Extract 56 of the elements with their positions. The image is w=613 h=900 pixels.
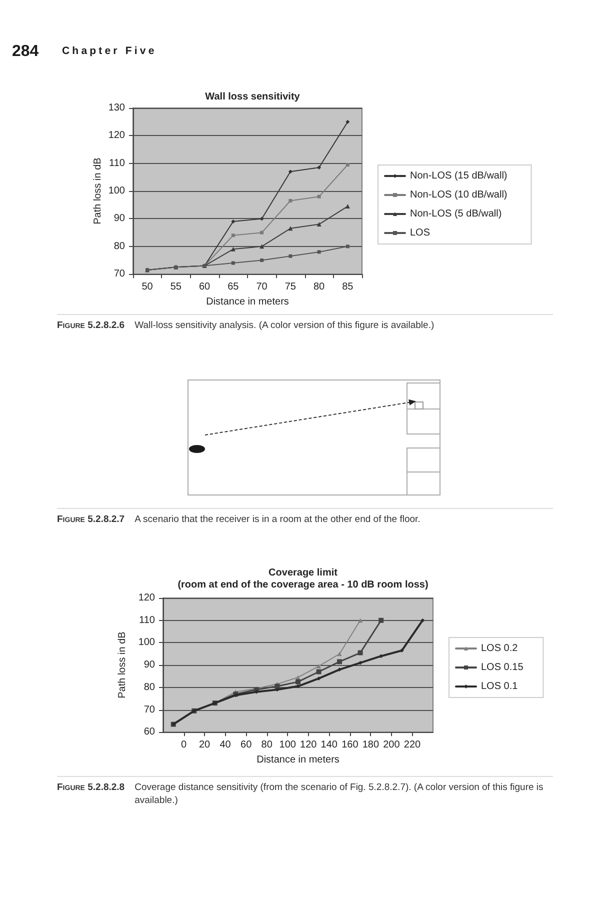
x-tick-label: 40: [220, 740, 232, 751]
y-tick-label: 100: [138, 637, 156, 648]
x-tick-label: 65: [228, 282, 240, 293]
x-tick-label: 0: [180, 740, 187, 751]
text: A scenario that the receiver is in a room at the other end of the floor.: [134, 513, 422, 526]
chart-title: Wall loss sensitivity: [205, 92, 300, 102]
x-tick-label: 200: [383, 740, 400, 751]
legend-label: Non-LOS (10 dB/wall): [410, 190, 508, 200]
text: Chapter Five: [62, 45, 157, 58]
y-axis-title: Path loss in dB: [92, 157, 104, 224]
y-tick-label: 70: [114, 268, 126, 280]
x-tick-label: 100: [279, 740, 296, 751]
x-tick-label: 55: [170, 282, 182, 293]
x-tick-label: 60: [240, 740, 252, 751]
x-tick-label: 75: [284, 282, 296, 293]
caption: Figure 5.2.8.2.6: [57, 319, 125, 332]
x-tick-label: 160: [342, 740, 359, 751]
x-tick-label: 80: [314, 282, 326, 293]
x-tick-label: 85: [342, 282, 354, 293]
y-tick-label: 130: [108, 102, 126, 114]
caption: Figure 5.2.8.2.8: [57, 781, 125, 794]
y-axis-title: Path loss in dB: [116, 631, 128, 698]
y-tick-label: 90: [114, 213, 126, 224]
y-tick-label: 80: [114, 240, 126, 252]
x-tick-label: 140: [320, 740, 338, 751]
text: 284: [12, 43, 39, 61]
y-tick-label: 120: [138, 592, 156, 604]
legend-label: LOS 0.15: [481, 662, 524, 673]
chart-subtitle: (room at end of the coverage area - 10 dB room loss): [178, 580, 428, 590]
legend-label: Non-LOS (15 dB/wall): [410, 170, 508, 182]
y-tick-label: 90: [144, 660, 156, 671]
x-tick-label: 220: [404, 740, 422, 751]
x-tick-label: 180: [362, 740, 380, 751]
y-tick-label: 60: [144, 726, 156, 738]
x-tick-label: 60: [199, 282, 211, 293]
x-axis-title: Distance in meters: [256, 754, 340, 766]
y-tick-label: 110: [139, 614, 156, 626]
y-tick-label: 70: [144, 704, 156, 716]
x-tick-label: 50: [142, 282, 154, 293]
y-tick-label: 120: [108, 130, 126, 142]
y-tick-label: 110: [109, 158, 126, 169]
legend-label: LOS: [410, 228, 430, 238]
x-tick-label: 70: [256, 282, 268, 293]
legend-label: LOS 0.1: [481, 681, 518, 692]
x-tick-label: 20: [198, 740, 211, 751]
legend-label: LOS 0.2: [481, 643, 518, 654]
chart-title: Coverage limit: [268, 568, 338, 578]
text: Coverage distance sensitivity (from the scenario of Fig. 5.2.8.2.7). (A color version of this figure is available.): [134, 781, 544, 807]
x-tick-label: 120: [300, 740, 318, 751]
x-tick-label: 80: [261, 740, 273, 751]
text: Wall-loss sensitivity analysis. (A color version of this figure is available.): [134, 319, 436, 332]
legend-label: Non-LOS (5 dB/wall): [410, 208, 502, 220]
y-tick-label: 80: [144, 682, 156, 693]
y-tick-label: 100: [108, 186, 126, 197]
caption: Figure 5.2.8.2.7: [57, 513, 125, 526]
x-axis-title: Distance in meters: [206, 296, 289, 308]
